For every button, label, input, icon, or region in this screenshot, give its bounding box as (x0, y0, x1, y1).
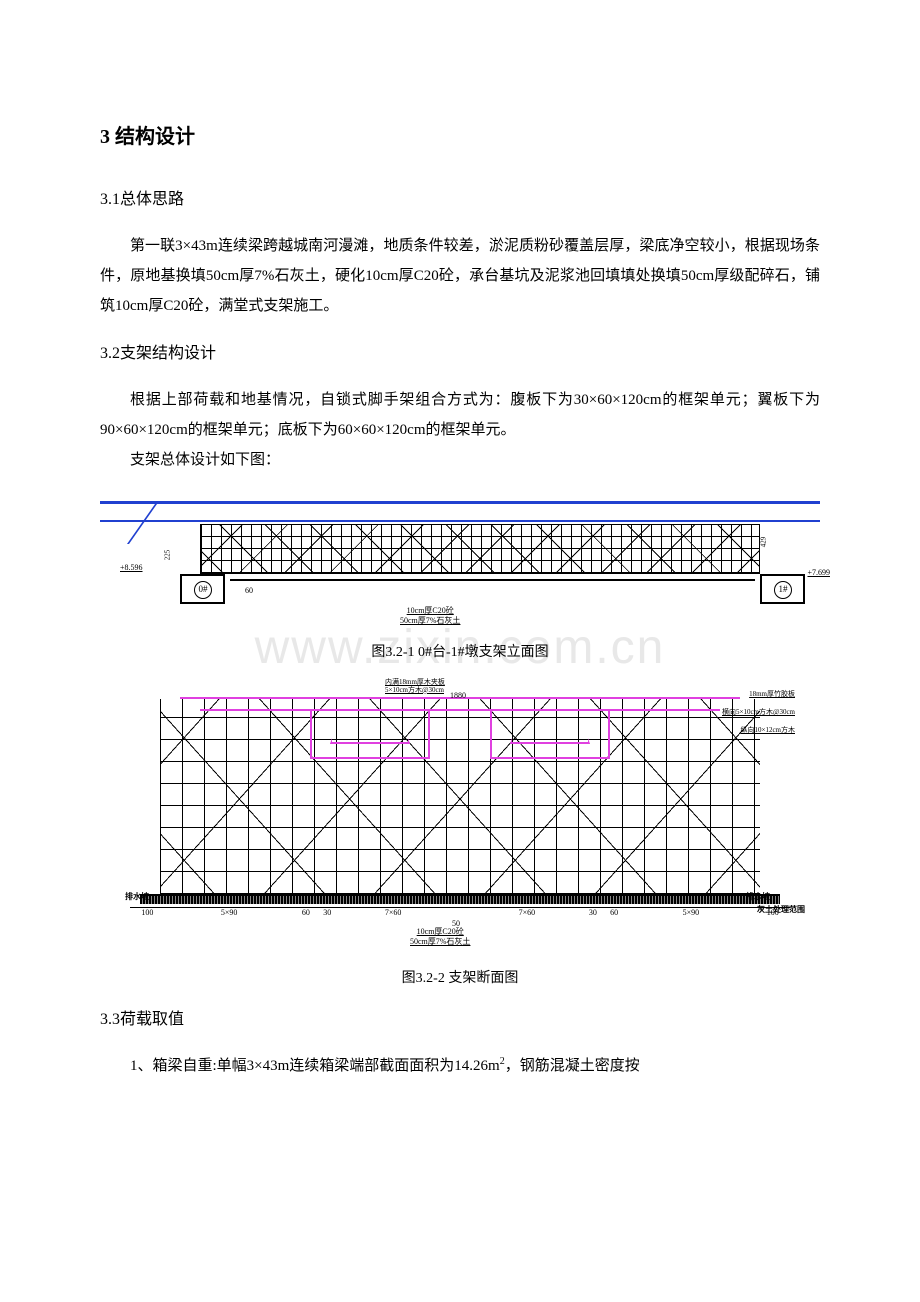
dim-429: 429 (759, 537, 767, 548)
heading-3-1: 3.1总体思路 (100, 185, 820, 209)
figure-caption-2: 图3.2-2 支架断面图 (100, 967, 820, 987)
dim-7x60-1: 7×60 (336, 907, 450, 917)
beam-body (100, 504, 820, 522)
dim-30-2: 30 (584, 907, 602, 917)
box-cell-right-inner (510, 709, 590, 744)
dim-60: 60 (245, 586, 253, 595)
box-cell-left-inner (330, 709, 410, 744)
heading-3-2: 3.2支架结构设计 (100, 339, 820, 363)
foundation-line2: 50cm厚7%石灰土 (400, 616, 460, 626)
top-label-2: 5×10cm方木@30cm (385, 687, 445, 695)
para-3-2-2: 支架总体设计如下图： (100, 445, 820, 475)
pier-1-label: 1# (774, 581, 792, 599)
drain-left: 排水坡 (125, 891, 149, 902)
foundation-label-1: 10cm厚C20砼 50cm厚7%石灰土 (400, 606, 460, 625)
pier-1: 1# (760, 574, 805, 604)
dim-5x90-2: 5×90 (627, 907, 756, 917)
dim-gap (450, 907, 470, 917)
foundation-label-2: 10cm厚C20砼 50cm厚7%石灰土 (410, 927, 470, 946)
pier-0: 0# (180, 574, 225, 604)
elevation-right: +7.699 (807, 568, 830, 577)
ground-layer (140, 894, 780, 904)
top-label: 内满18mm厚木夹板 5×10cm方木@30cm (385, 679, 445, 694)
ground-line (230, 579, 755, 581)
para-3-3-1: 1、箱梁自重:单幅3×43m连续箱梁端部截面面积为14.26m2，钢筋混凝土密度… (100, 1051, 820, 1081)
heading-3-3: 3.3荷载取值 (100, 1005, 820, 1029)
dim-100r: 100 (755, 907, 790, 917)
pier-0-label: 0# (194, 581, 212, 599)
foundation-line1: 10cm厚C20砼 (400, 606, 460, 616)
heading-section-3: 3 结构设计 (100, 120, 820, 149)
scaffold-grid (200, 524, 760, 574)
deck-bottom (200, 709, 720, 711)
cross-section-diagram: 内满18mm厚木夹板 5×10cm方木@30cm 1880 18mm厚竹胶板 横… (130, 679, 790, 959)
box-girder (260, 697, 660, 757)
dim-225: 225 (163, 550, 171, 561)
dimension-row: 100 5×90 60 30 7×60 7×60 30 60 5×90 100 (130, 907, 790, 917)
para-3-2-1: 根据上部荷载和地基情况，自锁式脚手架组合方式为：腹板下为30×60×120cm的… (100, 385, 820, 445)
dim-30-1: 30 (318, 907, 336, 917)
figure-3-2-2: 内满18mm厚木夹板 5×10cm方木@30cm 1880 18mm厚竹胶板 横… (100, 679, 820, 987)
dim-5x90-1: 5×90 (165, 907, 294, 917)
figure-caption-1: 图3.2-1 0#台-1#墩支架立面图 (100, 641, 820, 661)
dim-60-2: 60 (602, 907, 627, 917)
right-label-2: 横向5×10cm方木@30cm (722, 707, 795, 717)
dim-100l: 100 (130, 907, 165, 917)
para-3-3-1-suffix: ，钢筋混凝土密度按 (505, 1058, 640, 1074)
foundation2-line2: 50cm厚7%石灰土 (410, 937, 470, 947)
document-content: 3 结构设计 3.1总体思路 第一联3×43m连续梁跨越城南河漫滩，地质条件较差… (100, 120, 820, 1081)
foundation2-line1: 10cm厚C20砼 (410, 927, 470, 937)
width-1880: 1880 (450, 691, 466, 700)
dim-60-1: 60 (294, 907, 319, 917)
right-label-1: 18mm厚竹胶板 (749, 689, 795, 699)
para-3-3-1-prefix: 1、箱梁自重:单幅3×43m连续箱梁端部截面面积为14.26m (130, 1058, 500, 1074)
para-3-1-1: 第一联3×43m连续梁跨越城南河漫滩，地质条件较差，淤泥质粉砂覆盖层厚，梁底净空… (100, 231, 820, 321)
elevation-left: +8.596 (120, 563, 143, 572)
dim-7x60-2: 7×60 (470, 907, 584, 917)
elevation-diagram: 0# 1# +8.596 +7.699 225 60 429 10cm厚C20砼… (100, 493, 820, 633)
figure-3-2-1: 0# 1# +8.596 +7.699 225 60 429 10cm厚C20砼… (100, 493, 820, 661)
drain-right: 排水坡 (746, 891, 770, 902)
right-label-3: 纵向10×12cm方木 (741, 725, 796, 735)
